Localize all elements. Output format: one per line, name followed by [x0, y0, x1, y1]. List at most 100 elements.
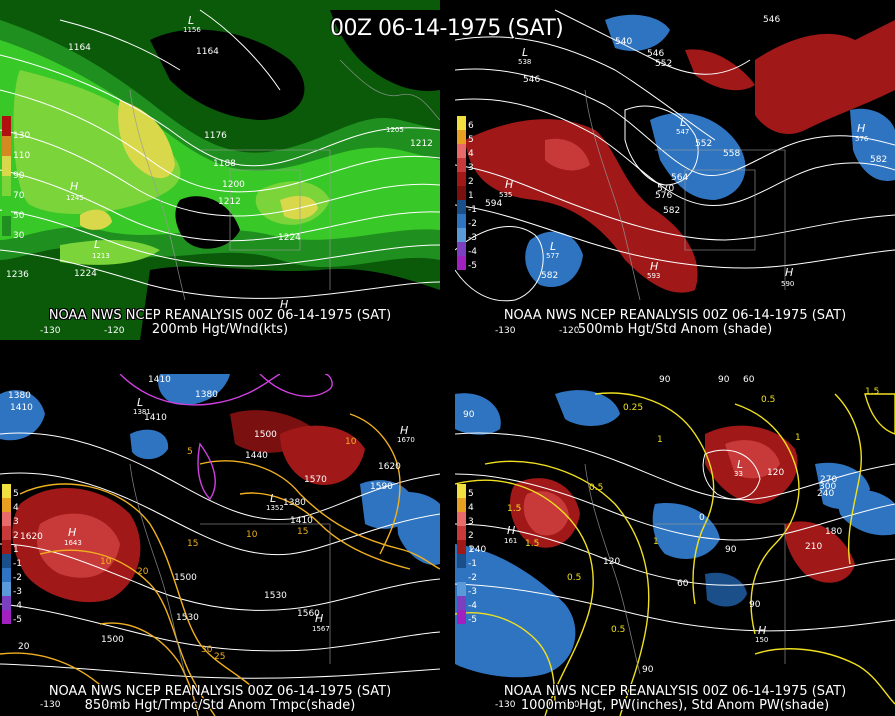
svg-text:0.5: 0.5 [761, 395, 775, 405]
svg-text:1410: 1410 [10, 403, 33, 413]
svg-text:150: 150 [755, 636, 768, 644]
svg-text:593: 593 [647, 272, 660, 280]
cb-tr-4: 2 [468, 177, 474, 187]
svg-text:90: 90 [642, 665, 654, 675]
svg-text:-120: -120 [559, 700, 580, 710]
cb-bl-5: -1 [13, 559, 22, 569]
svg-text:90: 90 [725, 545, 737, 555]
svg-text:15: 15 [187, 539, 198, 549]
cb-br-7: -3 [468, 587, 477, 597]
svg-text:H: H [507, 524, 515, 537]
svg-text:300: 300 [819, 482, 836, 492]
svg-text:1156: 1156 [183, 26, 201, 34]
svg-text:0.5: 0.5 [611, 625, 625, 635]
cb-tr-7: -2 [468, 219, 477, 229]
svg-text:1205: 1205 [386, 126, 404, 134]
cb-tr-8: -3 [468, 233, 477, 243]
svg-text:-130: -130 [495, 326, 516, 336]
svg-text:546: 546 [647, 49, 664, 59]
svg-text:1.5: 1.5 [865, 387, 879, 397]
svg-text:L: L [270, 492, 276, 505]
svg-text:1188: 1188 [213, 159, 236, 169]
svg-text:558: 558 [723, 149, 740, 159]
svg-text:120: 120 [767, 468, 784, 478]
svg-text:1620: 1620 [20, 532, 43, 542]
svg-text:564: 564 [671, 173, 688, 183]
svg-text:1670: 1670 [397, 436, 415, 444]
colorbar-850-anom: 5 4 3 2 1 -1 -2 -3 -4 -5 [2, 484, 22, 625]
panel-200mb: 1164 1164 1176 1188 1200 1212 1212 1224 1224… [0, 0, 440, 340]
svg-text:1: 1 [795, 433, 801, 443]
caption-bottom: 1000mb Hgt, PW(inches), Std Anom PW(shad… [520, 698, 830, 713]
svg-text:1500: 1500 [174, 573, 197, 583]
colorbar-wind: 130 110 90 70 50 30 [2, 116, 30, 241]
caption-top: NOAA NWS NCEP REANALYSIS 00Z 06-14-1975 … [503, 308, 847, 323]
svg-text:-120: -120 [104, 700, 125, 710]
map-200mb: 1164 1164 1176 1188 1200 1212 1212 1224 1224… [0, 0, 440, 340]
caption-bottom: 850mb Hgt/Tmpc/Std Anom Tmpc(shade) [84, 698, 356, 713]
svg-text:210: 210 [805, 542, 822, 552]
cb-br-1: 4 [468, 503, 474, 513]
caption-bottom: 500mb Hgt/Std Anom (shade) [577, 322, 773, 337]
cb-br-6: -2 [468, 573, 477, 583]
svg-text:0.5: 0.5 [589, 483, 603, 493]
cb-tr-5: 1 [468, 191, 474, 201]
svg-text:-130: -130 [495, 700, 516, 710]
svg-text:1164: 1164 [196, 47, 219, 57]
svg-text:1352: 1352 [266, 504, 284, 512]
caption-top: NOAA NWS NCEP REANALYSIS 00Z 06-14-1975 … [48, 308, 392, 323]
caption-bottom: 200mb Hgt/Wnd(kts) [151, 322, 289, 337]
svg-text:10: 10 [345, 437, 357, 447]
svg-text:H: H [650, 260, 658, 273]
cb-tl-2: 90 [13, 171, 25, 181]
svg-text:538: 538 [518, 58, 531, 66]
svg-text:L: L [94, 238, 100, 251]
svg-text:1570: 1570 [304, 475, 327, 485]
svg-text:570: 570 [657, 184, 674, 194]
svg-text:1164: 1164 [68, 43, 91, 53]
caption-top: NOAA NWS NCEP REANALYSIS 00Z 06-14-1975 … [503, 684, 847, 699]
svg-text:60: 60 [677, 579, 689, 589]
cb-br-9: -5 [468, 615, 477, 625]
svg-text:20: 20 [18, 642, 30, 652]
svg-text:1224: 1224 [74, 269, 97, 279]
colorbar-pw-anom: 5 4 3 2 1 -1 -2 -3 -4 -5 [457, 484, 477, 625]
svg-text:1212: 1212 [218, 197, 241, 207]
svg-text:576: 576 [655, 191, 672, 201]
svg-text:0.5: 0.5 [567, 573, 581, 583]
svg-text:1200: 1200 [222, 180, 245, 190]
svg-text:240: 240 [817, 489, 834, 499]
svg-text:161: 161 [504, 537, 517, 545]
cb-tr-6: -1 [468, 205, 477, 215]
cb-bl-7: -3 [13, 587, 22, 597]
svg-text:L: L [680, 116, 686, 129]
cb-br-2: 3 [468, 517, 474, 527]
svg-text:H: H [785, 266, 793, 279]
svg-text:H: H [758, 624, 766, 637]
cb-tr-9: -4 [468, 247, 477, 257]
svg-text:1500: 1500 [101, 635, 124, 645]
svg-text:90: 90 [749, 600, 761, 610]
svg-text:582: 582 [870, 155, 887, 165]
cb-bl-8: -4 [13, 601, 22, 611]
svg-text:-120: -120 [559, 326, 580, 336]
svg-text:590: 590 [781, 280, 794, 288]
cb-tr-0: 6 [468, 121, 474, 131]
svg-text:1530: 1530 [264, 591, 287, 601]
svg-text:10: 10 [246, 530, 258, 540]
cb-bl-3: 2 [13, 531, 19, 541]
svg-text:0.25: 0.25 [623, 403, 643, 413]
cb-tr-10: -5 [468, 261, 477, 271]
svg-text:552: 552 [695, 139, 712, 149]
svg-text:582: 582 [663, 206, 680, 216]
svg-text:-120: -120 [104, 326, 125, 336]
svg-text:576: 576 [855, 135, 869, 143]
panel-1000mb: 90 90 60 90 120 120 90 210 300 270 240 180 60 9… [455, 374, 895, 716]
svg-text:90: 90 [463, 410, 475, 420]
svg-text:60: 60 [743, 375, 755, 385]
svg-text:L: L [737, 458, 743, 471]
caption-top: NOAA NWS NCEP REANALYSIS 00Z 06-14-1975 … [48, 684, 392, 699]
cb-tl-3: 70 [13, 191, 25, 201]
